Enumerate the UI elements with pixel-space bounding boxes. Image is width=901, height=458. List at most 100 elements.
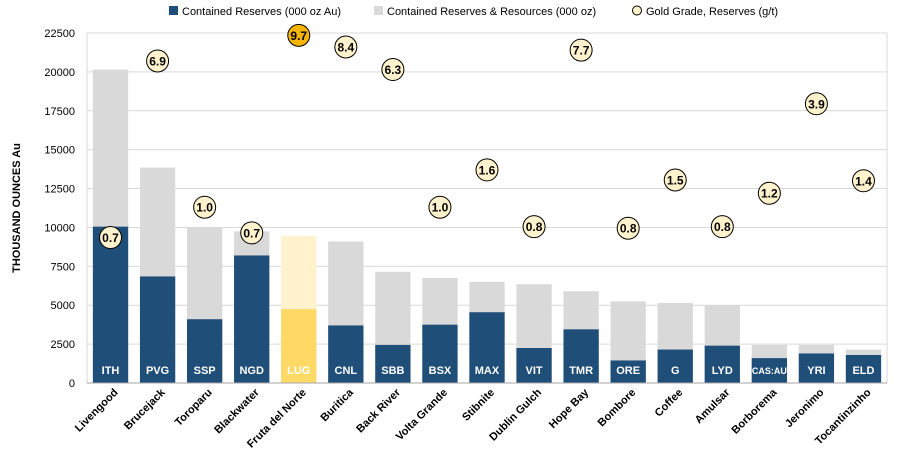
ticker-label: VIT	[525, 365, 542, 377]
legend: Contained Reserves (000 oz Au) Contained…	[169, 5, 778, 18]
ticker-label: ITH	[102, 365, 120, 377]
grade-marker	[851, 169, 875, 193]
grade-label: 1.2	[761, 187, 778, 201]
ticker-label: CNL	[335, 365, 358, 377]
y-tick-label: 2500	[51, 339, 75, 351]
legend-resources-swatch	[374, 6, 383, 15]
grade-marker	[475, 158, 499, 182]
grade-label: 1.0	[196, 201, 213, 215]
ticker-label: MAX	[475, 365, 500, 377]
reserves-bar	[704, 345, 740, 383]
grade-marker	[99, 226, 123, 250]
grade-label: 0.7	[243, 226, 260, 240]
grade-marker	[804, 92, 828, 116]
category-label: Coffee	[653, 387, 686, 420]
grade-marker	[757, 181, 781, 205]
ticker-label: TMR	[569, 365, 593, 377]
grade-marker	[146, 49, 170, 73]
grade-label: 1.4	[855, 174, 872, 188]
reserves-bar	[234, 255, 270, 383]
reserves-bar	[845, 355, 882, 383]
y-tick-label: 7500	[51, 261, 75, 273]
reserves-bar	[563, 329, 599, 383]
category-label: Hope Bay	[547, 386, 592, 431]
y-tick-label: 15000	[44, 145, 75, 157]
grade-label: 6.3	[385, 63, 402, 77]
grade-marker	[616, 216, 640, 240]
legend-grade-label: Gold Grade, Reserves (g/t)	[646, 6, 778, 18]
grade-label: 0.7	[102, 231, 119, 245]
grade-label: 0.8	[620, 222, 637, 236]
reserves-bar	[92, 226, 129, 383]
ticker-label: LYD	[712, 365, 733, 377]
y-tick-label: 10000	[44, 222, 75, 234]
category-label: Livengood	[73, 387, 121, 435]
grade-label: 7.7	[573, 44, 590, 58]
y-tick-label: 17500	[44, 106, 75, 118]
y-tick-label: 20000	[44, 67, 75, 79]
grade-label: 0.8	[714, 220, 731, 234]
reserves-bar	[469, 312, 505, 383]
grade-marker	[663, 168, 687, 192]
category-label: Back River	[354, 386, 403, 435]
grade-label: 9.7	[290, 29, 307, 43]
grade-label: 8.4	[337, 41, 354, 55]
ticker-label: SBB	[381, 365, 404, 377]
legend-grade-marker	[632, 5, 642, 16]
legend-reserves-swatch	[169, 6, 178, 15]
grade-marker	[240, 221, 264, 245]
category-label: Brucejack	[122, 386, 168, 432]
reserves-bar	[610, 360, 646, 383]
y-tick-label: 22500	[44, 28, 75, 40]
grade-marker	[287, 23, 311, 47]
grade-label: 0.8	[526, 220, 543, 234]
ticker-label: SSP	[194, 365, 216, 377]
grade-label: 1.5	[667, 174, 684, 188]
y-tick-label: 5000	[51, 300, 75, 312]
grade-label: 6.9	[149, 55, 166, 69]
y-tick-label: 12500	[44, 184, 75, 196]
reserves-bar	[281, 309, 317, 383]
ticker-label: LUG	[287, 365, 310, 377]
legend-resources-label: Contained Reserves & Resources (000 oz)	[387, 6, 596, 18]
reserves-bar	[422, 324, 458, 383]
grade-marker	[569, 38, 593, 62]
grade-label: 1.6	[479, 163, 496, 177]
grade-label: 1.0	[432, 201, 449, 215]
grade-marker	[710, 215, 734, 239]
grade-marker	[522, 215, 546, 239]
y-axis-ticks: 0 2500 5000 7500 10000 12500 15000 17500 20000 22…	[44, 28, 75, 390]
bars: ITH PVG SSP NGD LUG CNL SBB BSX MAX VIT TMR ORE G LYD…	[92, 69, 882, 384]
ticker-label: ELD	[852, 365, 874, 377]
reserves-bar	[375, 344, 411, 383]
category-label: Borborema	[729, 386, 780, 437]
grade-marker	[381, 58, 405, 82]
y-axis-title: THOUSAND OUNCES Au	[11, 143, 23, 273]
grade-markers: 0.7 6.9 1.0 0.7 9.7 8.4 6.3 1.0 1.6 0.8 7.7 0.8 1.5 0…	[99, 23, 875, 250]
reserves-bar	[139, 276, 176, 383]
category-label: Toroparu	[173, 387, 215, 429]
category-label: Buritica	[318, 386, 356, 424]
category-label: Stibnite	[460, 387, 497, 424]
reserves-bar	[657, 349, 693, 383]
ticker-label: YRI	[807, 365, 825, 377]
ticker-label: CAS:AU	[752, 366, 787, 376]
category-label: Amulsar	[693, 386, 733, 426]
reserves-bar	[516, 348, 552, 383]
grade-marker	[334, 35, 358, 59]
grade-label: 3.9	[808, 97, 825, 111]
y-tick-label: 0	[69, 378, 75, 390]
reserves-bar	[751, 358, 787, 383]
legend-reserves-label: Contained Reserves (000 oz Au)	[182, 6, 341, 18]
category-label: Blackwater	[212, 386, 262, 436]
grade-marker	[193, 195, 217, 219]
grade-marker	[428, 195, 452, 219]
category-label: Bombore	[596, 387, 639, 430]
ticker-label: BSX	[429, 365, 452, 377]
reserves-bar	[798, 353, 835, 383]
ticker-label: NGD	[239, 365, 264, 377]
category-label: Jeronimo	[783, 386, 827, 430]
ticker-label: G	[671, 365, 680, 377]
ticker-label: ORE	[616, 365, 640, 377]
